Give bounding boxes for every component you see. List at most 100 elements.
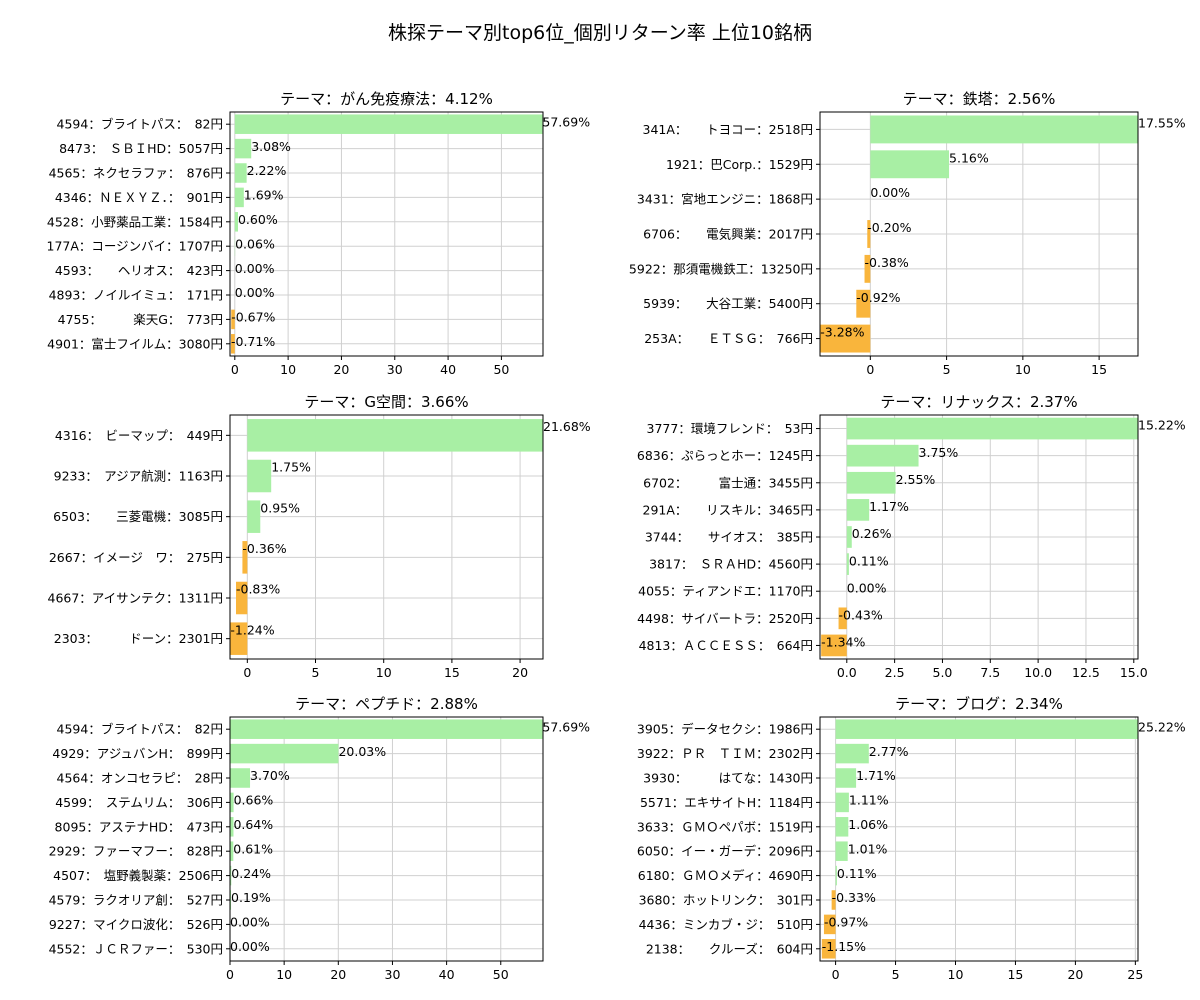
bar bbox=[230, 743, 339, 764]
value-label: -1.24% bbox=[230, 622, 274, 637]
category-label: 3633：ＧＭＯペパボ：1519円 bbox=[637, 819, 813, 834]
value-label: 0.66% bbox=[234, 793, 274, 808]
category-label: 2929：ファーマフー： 828円 bbox=[49, 844, 223, 859]
category-label: 3930： はてな：1430円 bbox=[643, 771, 813, 786]
value-label: 0.95% bbox=[260, 500, 300, 515]
value-label: 1.75% bbox=[271, 460, 311, 475]
value-label: -0.97% bbox=[824, 915, 868, 930]
category-label: 8473： ＳＢＩHD：5057円 bbox=[59, 141, 223, 156]
bar bbox=[835, 719, 1138, 739]
x-tick-label: 30 bbox=[385, 967, 401, 982]
value-label: 57.69% bbox=[542, 114, 590, 129]
x-tick-label: 10 bbox=[276, 967, 292, 982]
category-label: 9233： アジア航測：1163円 bbox=[54, 469, 223, 484]
category-label: 4594：ブライトパス： 82円 bbox=[57, 722, 223, 737]
chart-panel-6: テーマ：ブログ：2.34% 3905：データセクシ：1986円 3922：ＰＲ ＴＩ… bbox=[637, 695, 1186, 982]
category-label: 5939： 大谷工業：5400円 bbox=[643, 296, 813, 311]
chart-panel-2: テーマ：鉄塔：2.56% 341A： トヨコー：2518円 1921：巴Corp.：… bbox=[629, 90, 1186, 377]
x-tick-label: 2.5 bbox=[885, 665, 905, 680]
value-label: 17.55% bbox=[1138, 115, 1186, 130]
bar bbox=[231, 309, 235, 330]
plot-frame bbox=[819, 716, 1139, 962]
category-label: 5922：那須電機鉄工：13250円 bbox=[629, 261, 813, 276]
bar bbox=[230, 622, 248, 655]
bar bbox=[846, 526, 852, 548]
x-tick-label: 15.0 bbox=[1120, 665, 1148, 680]
category-label: 4528：小野薬品工業：1584円 bbox=[47, 214, 223, 229]
value-label: 2.22% bbox=[247, 163, 287, 178]
chart-panel-1: テーマ：がん免疫療法：4.12% 4594：ブライトパス： 82円 8473： ＳＢ… bbox=[47, 90, 591, 377]
category-label: 4813：ＡＣＣＥＳＳ： 664円 bbox=[639, 638, 813, 653]
chart-panel-4: テーマ：リナックス：2.37% 3777：環境フレンド： 53円 6836：ぷらっと… bbox=[637, 393, 1186, 680]
value-label: 2.55% bbox=[896, 472, 936, 487]
value-label: 21.68% bbox=[543, 419, 591, 434]
value-label: 0.00% bbox=[235, 285, 275, 300]
value-label: 1.11% bbox=[849, 793, 889, 808]
x-tick-label: 0.0 bbox=[837, 665, 857, 680]
value-label: -1.34% bbox=[821, 635, 865, 650]
value-label: -0.43% bbox=[839, 607, 883, 622]
value-label: 1.06% bbox=[848, 817, 888, 832]
bar bbox=[835, 768, 857, 788]
bar bbox=[230, 719, 543, 739]
value-label: 20.03% bbox=[338, 744, 386, 759]
category-label: 4436：ミンカブ・ジ： 510円 bbox=[639, 917, 813, 932]
x-tick-label: 40 bbox=[439, 967, 455, 982]
bar bbox=[247, 500, 261, 533]
bar bbox=[835, 792, 849, 813]
category-label: 3680：ホットリンク： 301円 bbox=[639, 893, 813, 908]
value-label: 3.75% bbox=[919, 445, 959, 460]
bar bbox=[234, 212, 238, 232]
bar bbox=[856, 289, 871, 318]
chart-title: テーマ：リナックス：2.37% bbox=[880, 393, 1077, 411]
x-tick-label: 20 bbox=[1067, 967, 1083, 982]
value-label: 0.60% bbox=[238, 212, 278, 227]
value-label: 0.19% bbox=[231, 890, 271, 905]
bar bbox=[234, 114, 543, 134]
category-label: 4565：ネクセラファ： 876円 bbox=[49, 166, 223, 181]
bar bbox=[846, 444, 919, 467]
chart-title: テーマ：ペプチド：2.88% bbox=[295, 695, 478, 713]
value-label: -0.83% bbox=[236, 582, 280, 597]
value-label: 0.00% bbox=[230, 939, 270, 954]
plot-frame bbox=[229, 716, 544, 962]
bar bbox=[230, 792, 234, 813]
category-label: 3905：データセクシ：1986円 bbox=[637, 722, 813, 737]
value-label: 0.26% bbox=[852, 526, 892, 541]
value-label: 15.22% bbox=[1138, 418, 1186, 433]
value-label: 0.11% bbox=[837, 866, 877, 881]
category-label: 4593： ヘリオス： 423円 bbox=[55, 263, 223, 278]
x-tick-label: 10.0 bbox=[1024, 665, 1052, 680]
bar bbox=[846, 553, 849, 575]
category-label: 3777：環境フレンド： 53円 bbox=[647, 421, 813, 436]
x-tick-label: 5 bbox=[312, 665, 320, 680]
category-label: 6836：ぷらっとホー：1245円 bbox=[637, 448, 813, 463]
category-label: 4552：ＪＣＲファー： 530円 bbox=[49, 941, 223, 956]
value-label: 5.16% bbox=[949, 150, 989, 165]
x-tick-label: 50 bbox=[493, 967, 509, 982]
category-label: 4579：ラクオリア創： 527円 bbox=[49, 893, 223, 908]
category-label: 6503： 三菱電機：3085円 bbox=[53, 509, 223, 524]
bar bbox=[230, 817, 234, 837]
bar bbox=[864, 254, 871, 283]
x-tick-label: 20 bbox=[333, 362, 349, 377]
x-tick-label: 15 bbox=[444, 665, 460, 680]
value-label: 0.06% bbox=[235, 236, 275, 251]
category-label: 4667：アイサンテク：1311円 bbox=[48, 591, 224, 606]
category-label: 4346：ＮＥＸＹＺ．： 901円 bbox=[55, 190, 223, 205]
category-label: 341A： トヨコー：2518円 bbox=[643, 122, 813, 137]
bar bbox=[870, 115, 1138, 144]
plot-frame bbox=[229, 414, 544, 660]
x-tick-label: 20 bbox=[330, 967, 346, 982]
value-label: 1.71% bbox=[856, 768, 896, 783]
bar bbox=[835, 743, 869, 764]
category-label: 4507： 塩野義製薬：2506円 bbox=[53, 868, 223, 883]
category-label: 3817： ＳＲＡHD：4560円 bbox=[649, 557, 813, 572]
x-tick-label: 15 bbox=[1007, 967, 1023, 982]
value-label: 0.00% bbox=[870, 185, 910, 200]
x-tick-label: 10 bbox=[948, 967, 964, 982]
chart-title: テーマ：G空間：3.66% bbox=[304, 393, 468, 411]
bar bbox=[247, 419, 544, 452]
value-label: 0.00% bbox=[230, 915, 270, 930]
